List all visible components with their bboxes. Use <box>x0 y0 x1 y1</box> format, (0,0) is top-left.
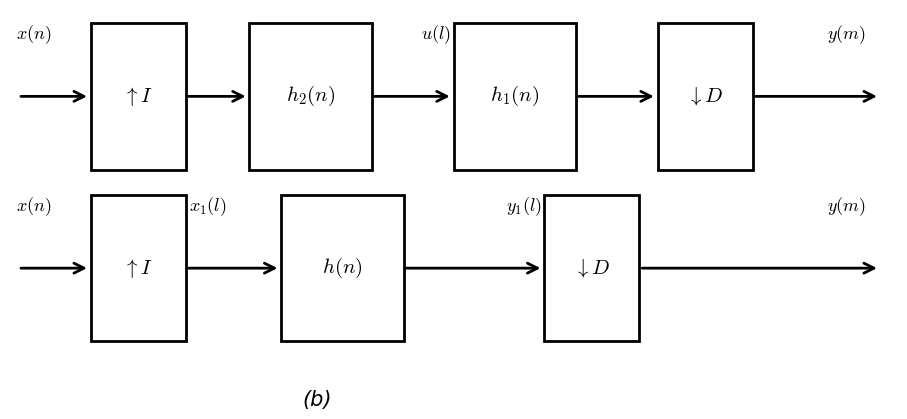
Text: $x(n)$: $x(n)$ <box>16 23 52 46</box>
Text: $y_1(l)$: $y_1(l)$ <box>505 195 541 217</box>
Text: $h_1(n)$: $h_1(n)$ <box>490 84 540 109</box>
Text: $u(l)$: $u(l)$ <box>421 23 451 46</box>
Text: $h_2(n)$: $h_2(n)$ <box>286 84 336 109</box>
Text: $y(m)$: $y(m)$ <box>827 195 866 217</box>
Text: $y(m)$: $y(m)$ <box>827 23 866 46</box>
Text: $\uparrow I$: $\uparrow I$ <box>123 85 153 108</box>
Text: (b): (b) <box>303 390 332 410</box>
Text: $\downarrow D$: $\downarrow D$ <box>687 85 724 107</box>
Text: $\uparrow I$: $\uparrow I$ <box>123 257 153 279</box>
Bar <box>91 195 186 341</box>
Text: (a): (a) <box>303 310 332 331</box>
Bar <box>544 195 639 341</box>
Bar <box>91 23 186 170</box>
Text: $\downarrow D$: $\downarrow D$ <box>573 257 610 279</box>
Bar <box>658 23 753 170</box>
Bar <box>454 23 576 170</box>
Text: $h(n)$: $h(n)$ <box>322 256 363 280</box>
Text: $x(n)$: $x(n)$ <box>16 195 52 217</box>
Bar <box>249 23 372 170</box>
Text: $x_1(l)$: $x_1(l)$ <box>189 195 226 217</box>
Bar <box>281 195 404 341</box>
